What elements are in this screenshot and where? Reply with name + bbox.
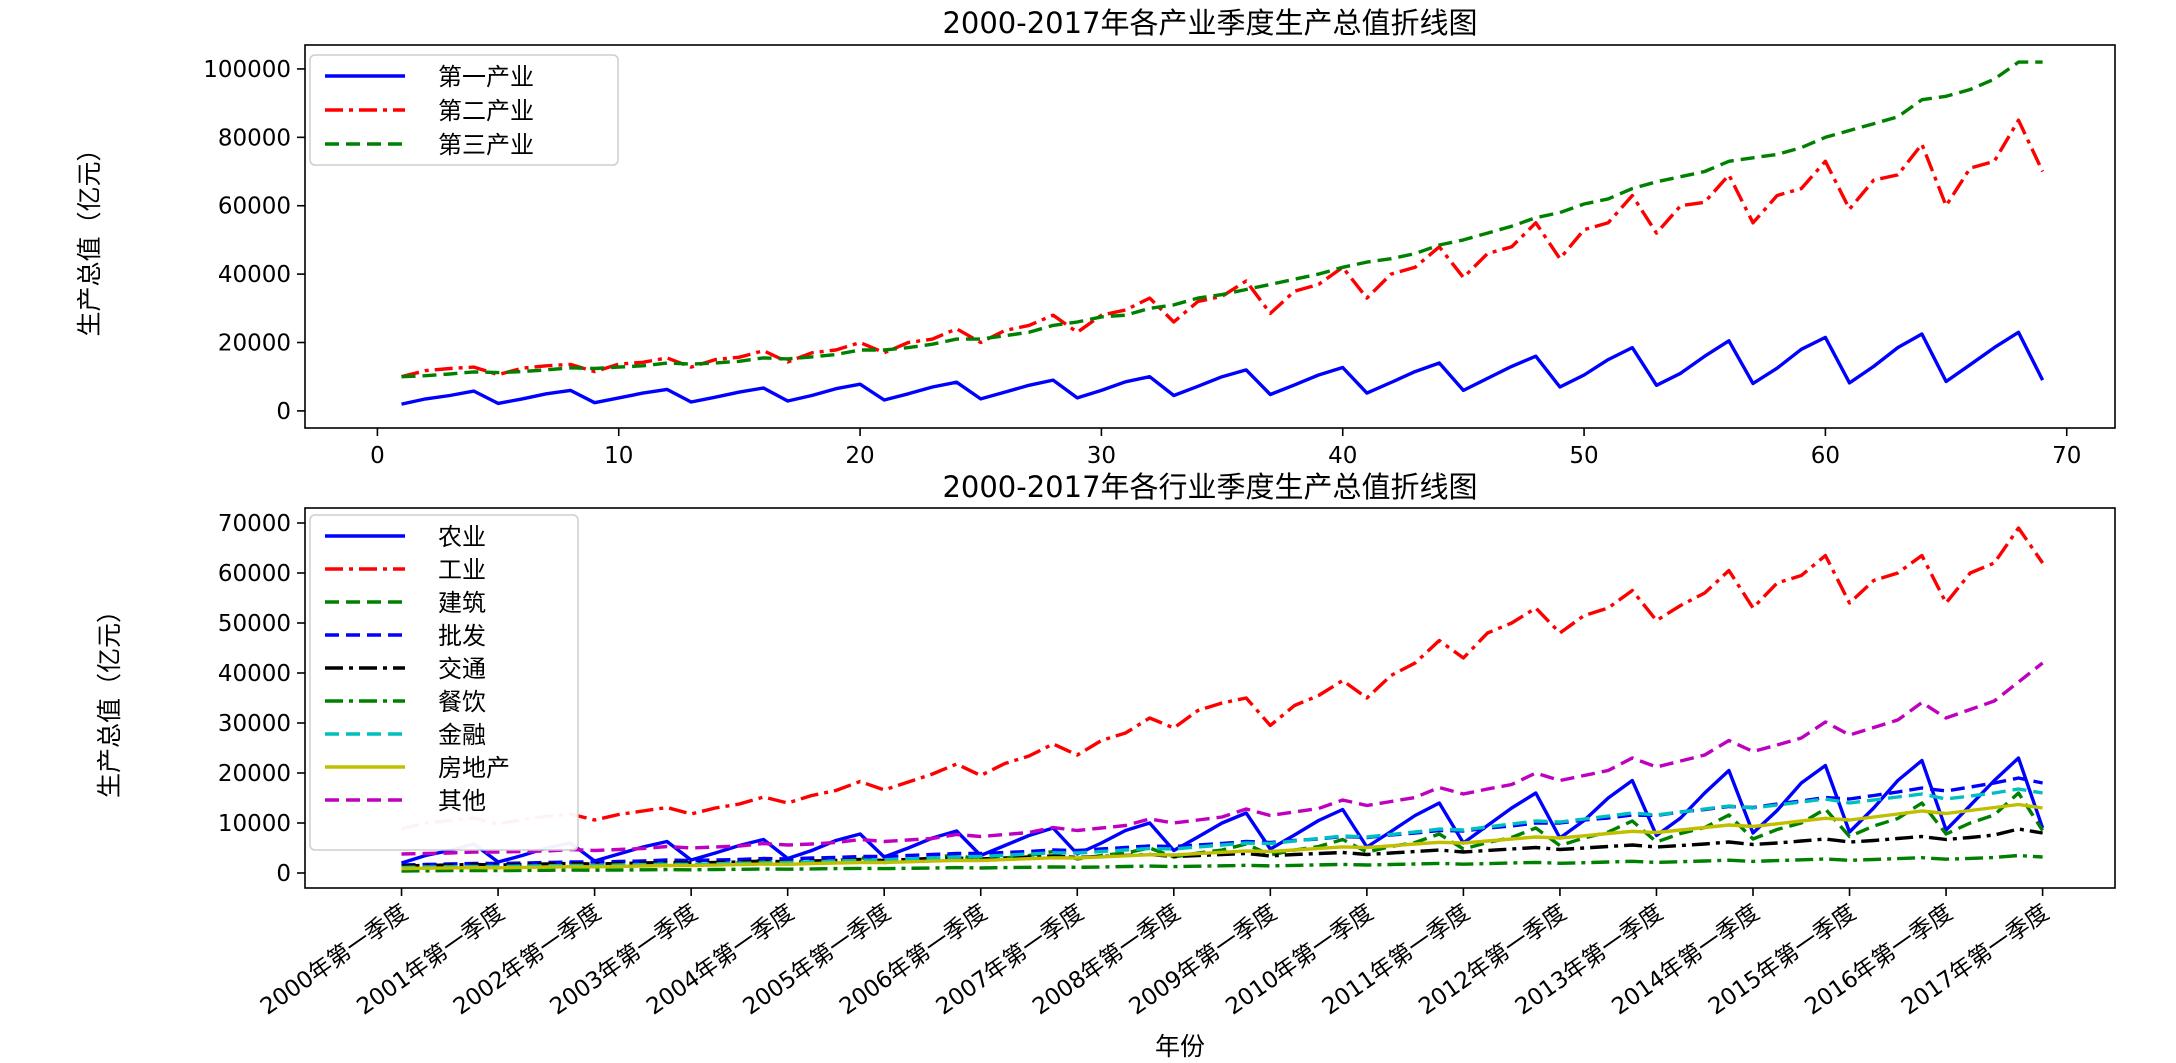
y-tick-label: 100000	[203, 57, 291, 83]
x-tick-label: 60	[1811, 443, 1840, 469]
chart-title: 2000-2017年各行业季度生产总值折线图	[942, 470, 1477, 504]
x-tick-label: 0	[370, 443, 385, 469]
legend-label: 其他	[438, 787, 486, 815]
legend-label: 第一产业	[438, 63, 534, 91]
y-tick-label: 50000	[218, 611, 291, 637]
legend-label: 第三产业	[438, 131, 534, 159]
legend-label: 房地产	[438, 754, 510, 782]
x-tick-label: 40	[1328, 443, 1357, 469]
y-tick-label: 30000	[218, 711, 291, 737]
series-line-2	[401, 526, 2045, 831]
legend-label: 交通	[438, 655, 486, 683]
y-axis-label: 生产总值（亿元）	[75, 136, 104, 336]
y-tick-label: 0	[276, 399, 291, 425]
series-line-8	[401, 802, 2043, 871]
legend-label: 建筑	[438, 589, 486, 617]
series-line-2	[401, 118, 2045, 379]
series-line-3	[401, 60, 2043, 379]
y-tick-label: 40000	[218, 661, 291, 687]
x-tick-label: 30	[1087, 443, 1116, 469]
legend-label: 工业	[438, 556, 486, 584]
chart-title: 2000-2017年各产业季度生产总值折线图	[942, 6, 1477, 40]
y-tick-label: 10000	[218, 811, 291, 837]
y-tick-label: 0	[276, 861, 291, 887]
legend-label: 餐饮	[438, 688, 486, 716]
chart-industry-sectors: 2000-2017年各产业季度生产总值折线图 0 20000 40000 60000 80…	[75, 6, 2116, 469]
y-tick-label: 20000	[218, 761, 291, 787]
x-tick-label: 70	[2052, 443, 2081, 469]
y-axis-label: 生产总值（亿元）	[95, 598, 124, 798]
x-axis-label: 年份	[1155, 1032, 1205, 1061]
series-line-1	[401, 330, 2045, 406]
legend-label: 金融	[438, 721, 486, 749]
legend-box	[309, 54, 619, 166]
legend-label: 农业	[438, 523, 486, 551]
y-tick-label: 40000	[218, 262, 291, 288]
plot-frame	[304, 44, 2116, 429]
x-tick-label: 20	[845, 443, 874, 469]
y-tick-label: 70000	[218, 511, 291, 537]
x-tick-label: 10	[604, 443, 633, 469]
x-tick-label: 50	[1569, 443, 1598, 469]
y-tick-label: 60000	[218, 561, 291, 587]
y-tick-label: 20000	[218, 331, 291, 357]
plot-frame	[304, 507, 2116, 889]
legend-label: 第二产业	[438, 97, 534, 125]
series-line-9	[401, 661, 2044, 856]
chart-industry-branches: 2000-2017年各行业季度生产总值折线图 0 10000 20000 30000 40…	[95, 470, 2116, 1061]
legend-label: 批发	[438, 622, 486, 650]
series-line-6	[401, 853, 2043, 873]
y-tick-label: 80000	[218, 125, 291, 151]
y-tick-label: 60000	[218, 194, 291, 220]
